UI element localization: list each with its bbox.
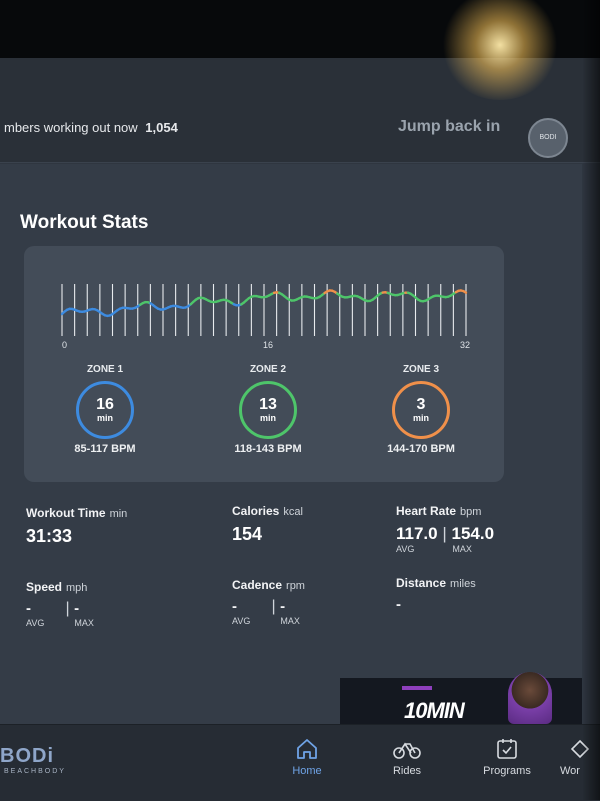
workout-time-stat: Workout Time min 31:33 (26, 504, 127, 547)
speed-unit: mph (66, 582, 87, 594)
heart-rate-avg: 117.0 (396, 524, 438, 543)
members-count: 1,054 (145, 120, 178, 135)
zone-2: ZONE 2 13 min 118-143 BPM (213, 364, 323, 455)
nav-home-label: Home (272, 765, 342, 777)
speed-stat: Speed mph - | - AVG MAX (26, 578, 94, 628)
x-tick-0: 0 (62, 340, 67, 350)
zone-1-bpm: 85-117 BPM (50, 443, 160, 455)
heart-rate-divider: | (442, 524, 446, 543)
zone-2-minutes: 13 (259, 397, 277, 413)
members-text: mbers working out now (4, 120, 138, 135)
x-tick-16: 16 (263, 340, 273, 350)
heart-rate-chart-card: 0 16 32 ZONE 1 16 min 85-117 BPM ZONE 2 … (24, 246, 504, 482)
screen: mbers working out now 1,054 Jump back in… (0, 58, 600, 800)
calories-label: Calories (232, 504, 279, 518)
speed-label: Speed (26, 580, 62, 594)
zone-2-bpm: 118-143 BPM (213, 443, 323, 455)
workout-stats-title: Workout Stats (20, 212, 148, 234)
promo-card[interactable]: 10MIN (340, 678, 582, 724)
promo-text: 10MIN (404, 698, 464, 724)
heart-rate-label: Heart Rate (396, 504, 456, 518)
zone-1-unit: min (97, 413, 113, 423)
cadence-max-label: MAX (280, 616, 300, 626)
nav-home[interactable]: Home (272, 735, 342, 777)
nav-programs[interactable]: Programs (472, 735, 542, 777)
cadence-stat: Cadence rpm - | - AVG MAX (232, 576, 305, 626)
zone-3-ring: 3 min (392, 381, 450, 439)
nav-rides[interactable]: Rides (372, 735, 442, 777)
cadence-avg: - (232, 598, 237, 615)
zone-1-label: ZONE 1 (50, 364, 160, 375)
zone-1: ZONE 1 16 min 85-117 BPM (50, 364, 160, 455)
jump-back-in-button[interactable]: Jump back in (398, 118, 500, 136)
promo-stripe (402, 686, 432, 690)
nav-rides-label: Rides (372, 765, 442, 777)
zone-3-unit: min (413, 413, 429, 423)
bezel-shadow (582, 0, 600, 800)
zone-3-label: ZONE 3 (366, 364, 476, 375)
cadence-max: - (280, 598, 285, 615)
bodi-logo: BODi BEACHBODY (0, 745, 66, 775)
zone-3-bpm: 144-170 BPM (366, 443, 476, 455)
heart-rate-max-label: MAX (452, 544, 472, 554)
distance-stat: Distance miles - (396, 574, 476, 614)
calories-stat: Calories kcal 154 (232, 502, 303, 545)
badge-text: BODI (539, 134, 556, 142)
workout-time-label: Workout Time (26, 506, 106, 520)
bottom-nav: BODi BEACHBODY Home Rides Programs (0, 724, 600, 801)
heart-rate-values: 117.0 | 154.0 (396, 524, 494, 544)
promo-avatar (508, 672, 552, 724)
heart-rate-stat: Heart Rate bpm 117.0 | 154.0 AVG MAX (396, 502, 494, 554)
cadence-unit: rpm (286, 580, 305, 592)
nav-programs-label: Programs (472, 765, 542, 777)
zone-3: ZONE 3 3 min 144-170 BPM (366, 364, 476, 455)
home-icon (272, 735, 342, 763)
cadence-avg-label: AVG (232, 616, 250, 626)
zone-1-minutes: 16 (96, 397, 114, 413)
heart-rate-avg-label: AVG (396, 544, 414, 554)
distance-unit: miles (450, 578, 476, 590)
speed-avg-label: AVG (26, 618, 44, 628)
speed-divider: | (65, 600, 69, 617)
cadence-divider: | (271, 598, 275, 615)
speed-max: - (74, 600, 79, 617)
programs-icon (472, 735, 542, 763)
zone-2-label: ZONE 2 (213, 364, 323, 375)
speed-avg: - (26, 600, 31, 617)
logo-sub: BEACHBODY (4, 768, 66, 775)
zone-1-ring: 16 min (76, 381, 134, 439)
x-tick-32: 32 (460, 340, 470, 350)
zone-2-unit: min (260, 413, 276, 423)
bike-icon (372, 735, 442, 763)
heart-rate-segment (463, 291, 466, 293)
speed-max-label: MAX (74, 618, 94, 628)
workout-time-value: 31:33 (26, 526, 127, 547)
zone-3-minutes: 3 (417, 397, 426, 413)
cadence-label: Cadence (232, 578, 282, 592)
zone-2-ring: 13 min (239, 381, 297, 439)
workout-stats-panel: Workout Stats 0 16 32 ZONE 1 16 min 85-1… (0, 164, 582, 724)
program-badge[interactable]: BODI (528, 118, 568, 158)
distance-label: Distance (396, 576, 446, 590)
heart-rate-unit: bpm (460, 506, 481, 518)
distance-value: - (396, 596, 401, 613)
calories-value: 154 (232, 524, 303, 545)
workout-time-unit: min (110, 508, 128, 520)
heart-rate-max: 154.0 (452, 524, 495, 543)
logo-main: BODi (0, 745, 66, 768)
members-online: mbers working out now 1,054 (4, 120, 178, 135)
calories-unit: kcal (283, 506, 303, 518)
